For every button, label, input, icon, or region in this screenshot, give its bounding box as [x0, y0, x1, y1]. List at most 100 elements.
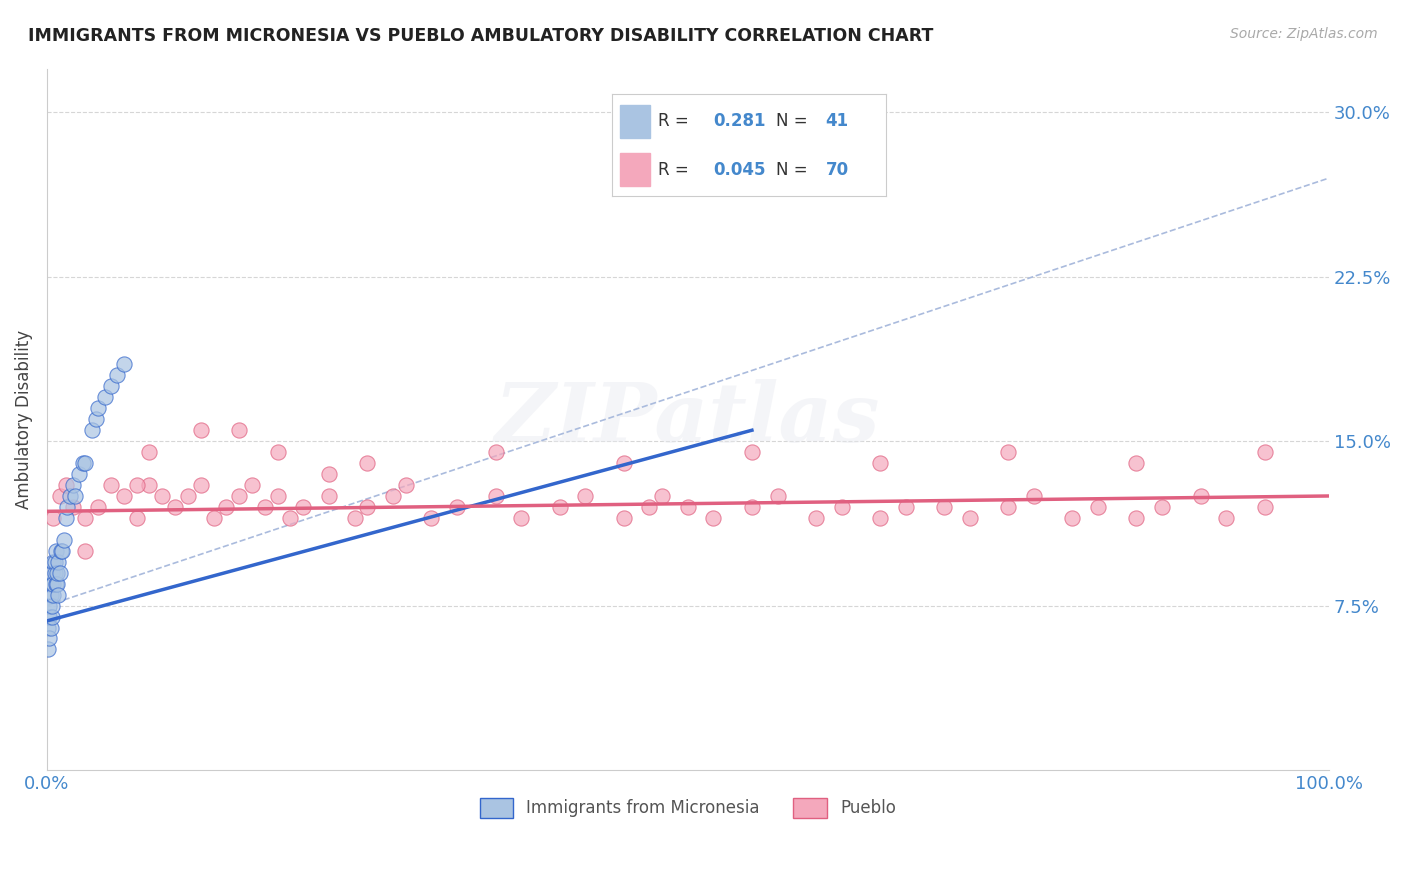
Point	[125, 478, 148, 492]
Text: N =: N =	[776, 161, 813, 178]
Point	[46, 576, 69, 591]
Point	[112, 489, 135, 503]
Point	[44, 555, 66, 569]
Point	[831, 500, 853, 514]
Point	[48, 555, 70, 569]
Point	[37, 620, 59, 634]
Y-axis label: Ambulatory Disability: Ambulatory Disability	[15, 330, 32, 508]
Point	[894, 500, 917, 514]
Point	[51, 543, 73, 558]
Point	[202, 511, 225, 525]
Point	[266, 489, 288, 503]
Point	[138, 445, 160, 459]
Point	[420, 511, 443, 525]
Point	[38, 609, 60, 624]
Point	[84, 412, 107, 426]
Point	[42, 555, 65, 569]
Point	[446, 500, 468, 514]
Point	[45, 576, 67, 591]
Point	[100, 379, 122, 393]
Text: IMMIGRANTS FROM MICRONESIA VS PUEBLO AMBULATORY DISABILITY CORRELATION CHART: IMMIGRANTS FROM MICRONESIA VS PUEBLO AMB…	[28, 27, 934, 45]
Point	[46, 566, 69, 580]
Point	[177, 489, 200, 503]
Point	[42, 588, 65, 602]
Point	[41, 599, 63, 613]
Point	[959, 511, 981, 525]
Point	[38, 632, 60, 646]
Text: 41: 41	[825, 112, 849, 130]
Point	[1253, 445, 1275, 459]
Point	[62, 500, 84, 514]
Point	[150, 489, 173, 503]
Point	[125, 511, 148, 525]
Point	[87, 401, 110, 416]
Legend: Immigrants from Micronesia, Pueblo: Immigrants from Micronesia, Pueblo	[474, 791, 903, 825]
Point	[292, 500, 315, 514]
Point	[42, 576, 65, 591]
Text: R =: R =	[658, 112, 695, 130]
Point	[165, 500, 187, 514]
Point	[93, 390, 115, 404]
Point	[613, 511, 636, 525]
Point	[39, 576, 62, 591]
Point	[37, 642, 59, 657]
Text: ZIPatlas: ZIPatlas	[495, 379, 880, 459]
Point	[1087, 500, 1109, 514]
Point	[100, 478, 122, 492]
Point	[62, 478, 84, 492]
Point	[1152, 500, 1174, 514]
Point	[215, 500, 238, 514]
Point	[382, 489, 405, 503]
Point	[49, 543, 72, 558]
Point	[48, 588, 70, 602]
Point	[613, 456, 636, 470]
Point	[280, 511, 302, 525]
Point	[702, 511, 724, 525]
Point	[75, 511, 97, 525]
Point	[638, 500, 661, 514]
Point	[240, 478, 263, 492]
Point	[356, 456, 378, 470]
Point	[48, 489, 70, 503]
Point	[112, 358, 135, 372]
Bar	[620, 105, 650, 137]
Point	[87, 500, 110, 514]
Text: 0.045: 0.045	[713, 161, 765, 178]
Text: N =: N =	[776, 112, 813, 130]
Point	[75, 456, 97, 470]
Point	[190, 478, 212, 492]
Point	[45, 543, 67, 558]
Point	[1062, 511, 1084, 525]
Point	[804, 511, 827, 525]
Point	[318, 467, 340, 481]
Point	[1189, 489, 1212, 503]
Point	[52, 533, 75, 547]
Point	[44, 566, 66, 580]
Text: 70: 70	[825, 161, 849, 178]
Point	[343, 511, 366, 525]
Point	[395, 478, 418, 492]
Point	[228, 423, 250, 437]
Point	[38, 599, 60, 613]
Bar	[620, 153, 650, 186]
Point	[484, 489, 506, 503]
Point	[138, 478, 160, 492]
Point	[39, 620, 62, 634]
Point	[869, 511, 891, 525]
Point	[1125, 456, 1147, 470]
Point	[39, 588, 62, 602]
Point	[67, 467, 90, 481]
Point	[55, 478, 77, 492]
Point	[56, 500, 79, 514]
Point	[228, 489, 250, 503]
Text: R =: R =	[658, 161, 695, 178]
Point	[574, 489, 596, 503]
Point	[741, 500, 763, 514]
Point	[510, 511, 533, 525]
Point	[1215, 511, 1237, 525]
Point	[318, 489, 340, 503]
Point	[41, 566, 63, 580]
Point	[1125, 511, 1147, 525]
Point	[997, 500, 1019, 514]
Point	[484, 445, 506, 459]
